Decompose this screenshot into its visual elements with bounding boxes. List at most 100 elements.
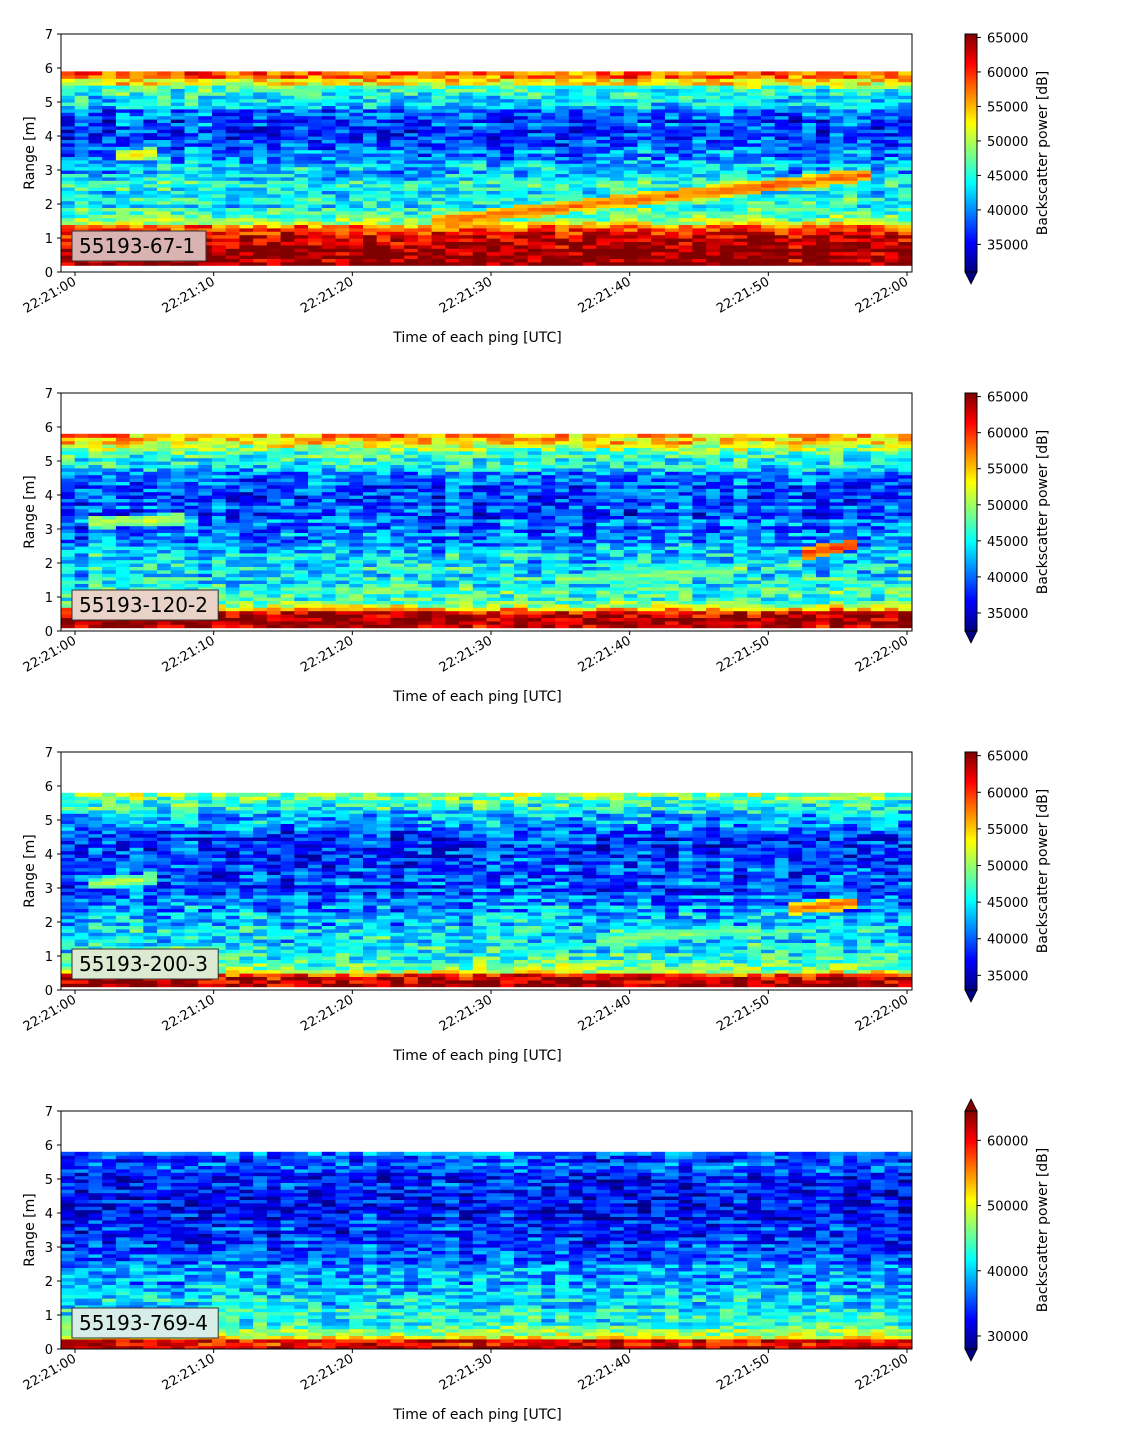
heatmap-cell (761, 187, 776, 191)
heatmap-cell (637, 255, 652, 259)
heatmap-cell (129, 518, 144, 523)
heatmap-cell (335, 119, 350, 123)
heatmap-cell (733, 163, 748, 168)
heatmap-cell (815, 71, 831, 76)
heatmap-cell (362, 255, 378, 259)
heatmap-cell (294, 559, 309, 564)
heatmap-cell (761, 153, 776, 157)
heatmap-cell (102, 210, 117, 215)
heatmap-cell (143, 529, 158, 533)
heatmap-cell (362, 552, 378, 557)
heatmap-cell (733, 95, 748, 100)
heatmap-cell (651, 132, 666, 137)
heatmap-cell (198, 535, 213, 540)
heatmap-cell (678, 224, 693, 229)
heatmap-cell (294, 515, 309, 520)
heatmap-cell (417, 146, 433, 151)
heatmap-cell (321, 569, 337, 574)
heatmap-cell (404, 227, 419, 232)
heatmap-cell (692, 217, 707, 222)
heatmap-cell (692, 227, 707, 232)
heatmap-cell (129, 112, 144, 117)
heatmap-cell (376, 498, 392, 503)
heatmap-cell (719, 231, 735, 236)
heatmap-cell (870, 251, 886, 256)
heatmap-cell (88, 566, 103, 571)
heatmap-cell (445, 190, 460, 195)
heatmap-cell (349, 498, 364, 503)
heatmap-cell (280, 91, 295, 96)
heatmap-cell (376, 153, 392, 157)
heatmap-cell (623, 170, 639, 174)
heatmap-cell (321, 515, 337, 520)
heatmap-cell (733, 98, 748, 103)
heatmap-cell (143, 505, 158, 510)
heatmap-cell (555, 108, 570, 113)
heatmap-cell (280, 624, 295, 629)
heatmap-cell (211, 95, 227, 100)
heatmap-cell (623, 241, 639, 246)
heatmap-cell (266, 549, 282, 554)
heatmap-cell (513, 251, 529, 256)
heatmap-cell (898, 132, 912, 137)
heatmap-cell (431, 119, 446, 123)
heatmap-cell (198, 495, 213, 499)
heatmap-cell (184, 170, 199, 174)
heatmap-cell (486, 173, 501, 178)
heatmap-cell (115, 495, 131, 499)
heatmap-cell (102, 122, 117, 127)
heatmap-cell (706, 119, 721, 123)
heatmap-cell (157, 471, 172, 476)
heatmap-cell (706, 159, 721, 164)
heatmap-cell (802, 129, 817, 134)
heatmap-cell (870, 85, 886, 89)
heatmap-cell (211, 241, 227, 246)
heatmap-cell (390, 508, 405, 513)
heatmap-cell (198, 98, 213, 103)
heatmap-cell (774, 81, 790, 86)
heatmap-cell (61, 529, 76, 533)
heatmap-cell (706, 146, 721, 151)
heatmap-cell (651, 207, 666, 212)
heatmap-cell (747, 187, 762, 191)
heatmap-cell (541, 102, 556, 106)
heatmap-cell (884, 190, 899, 195)
heatmap-cell (390, 234, 405, 239)
heatmap-cell (486, 187, 501, 191)
heatmap-cell (349, 74, 364, 79)
heatmap-cell (513, 156, 529, 161)
heatmap-cell (774, 91, 790, 96)
heatmap-cell (266, 170, 282, 174)
heatmap-cell (774, 248, 790, 253)
heatmap-cell (527, 190, 543, 195)
heatmap-cell (61, 210, 76, 215)
heatmap-cell (376, 98, 392, 103)
heatmap-cell (417, 125, 433, 130)
heatmap-cell (308, 610, 323, 615)
heatmap-cell (486, 227, 501, 232)
heatmap-cell (884, 125, 899, 130)
heatmap-cell (74, 433, 90, 438)
heatmap-cell (898, 112, 912, 117)
heatmap-cell (459, 139, 474, 144)
heatmap-cell (349, 447, 364, 452)
heatmap-cell (239, 508, 254, 513)
heatmap-cell (623, 98, 639, 103)
heatmap-cell (335, 238, 350, 242)
heatmap-cell (88, 187, 103, 191)
heatmap-cell (239, 569, 254, 574)
heatmap-cell (198, 569, 213, 574)
heatmap-cell (637, 71, 652, 76)
heatmap-cell (857, 251, 872, 256)
heatmap-cell (129, 580, 144, 584)
heatmap-cell (431, 238, 446, 242)
heatmap-cell (870, 231, 886, 236)
heatmap-cell (541, 197, 556, 202)
heatmap-cell (761, 207, 776, 212)
heatmap-cell (253, 624, 268, 629)
heatmap-cell (211, 207, 227, 212)
heatmap-cell (321, 170, 337, 174)
heatmap-cell (362, 457, 378, 462)
heatmap-cell (225, 238, 241, 242)
